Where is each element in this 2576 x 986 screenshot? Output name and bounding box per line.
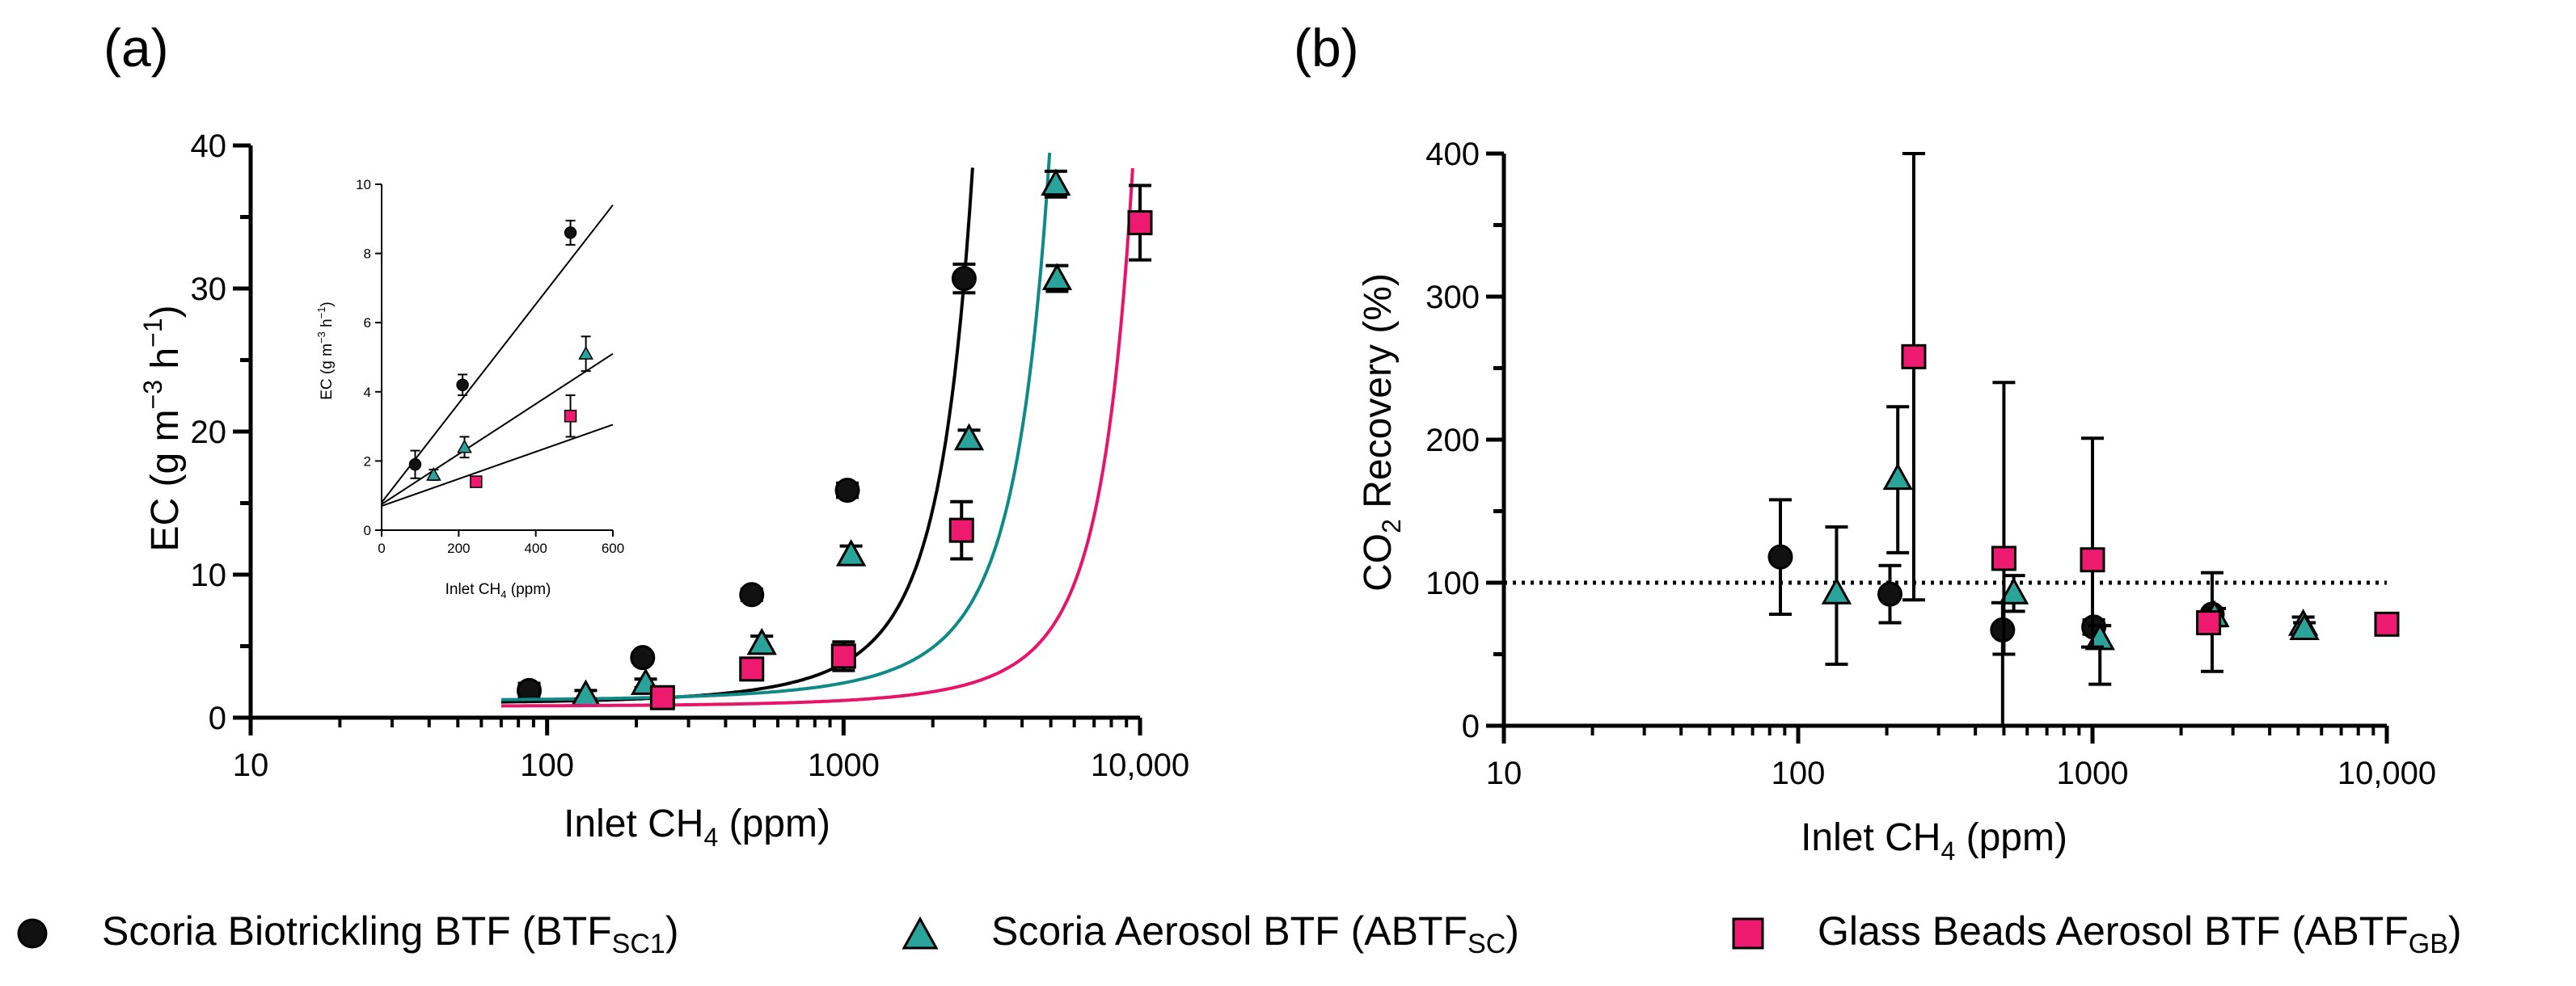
legend-marker-triangle — [902, 916, 939, 950]
legend-label-abtf-sc: Scoria Aerosol BTF (ABTFSC) — [991, 908, 1519, 959]
inset-point-circle — [564, 226, 577, 239]
panel-a-point-triangle — [953, 423, 985, 451]
inset-y-tick-label: 10 — [356, 177, 371, 192]
inset-point-circle — [456, 378, 469, 391]
panel-a-point-square — [739, 656, 765, 682]
inset-point-triangle — [426, 466, 441, 481]
panel-b-point-triangle — [1998, 577, 2029, 605]
panel-b-point-square — [2080, 547, 2105, 573]
legend-label-btf: Scoria Biotrickling BTF (BTFSC1) — [102, 908, 679, 959]
legend-item-abtf-sc: Scoria Aerosol BTF (ABTFSC) — [901, 893, 1519, 974]
inset-x-tick-label: 400 — [524, 541, 547, 556]
panel-b-y-axis-label: CO2 Recovery (%) — [1357, 273, 1406, 592]
panel-a-y-axis-label: EC (g m−3 h−1) — [138, 305, 187, 552]
inset-y-tick-label: 6 — [364, 315, 371, 331]
panel-a-point-triangle — [1041, 263, 1073, 290]
panel-a-point-circle — [834, 478, 860, 504]
panel-b-point-square — [2196, 610, 2222, 636]
inset-fit-line-btf_sc1 — [381, 204, 614, 504]
inset-x-axis-label: Inlet CH4 (ppm) — [446, 581, 551, 600]
panel-a-point-square — [1127, 210, 1153, 236]
inset-point-square — [564, 410, 577, 423]
inset-point-triangle — [578, 346, 593, 360]
panel-b-point-triangle — [1882, 462, 1913, 491]
panel-b-y-tick-label: 200 — [1425, 423, 1480, 458]
inset-fit-line-abtf_gb — [381, 423, 614, 507]
inset-point-circle — [408, 457, 422, 471]
panel-b-chart: CO2 Recovery (%) Inlet CH4 (ppm) 10 100 10… — [1357, 137, 2436, 866]
panel-b-point-circle — [1877, 581, 1902, 607]
inset-y-axis-label: EC (g m−3 h−1) — [315, 301, 336, 400]
panel-a-point-triangle — [1041, 168, 1071, 196]
inset-point-triangle — [457, 439, 472, 453]
panel-b-y-tick-label: 0 — [1462, 709, 1480, 744]
panel-a-point-square — [649, 685, 675, 710]
panel-a-x-tick-label: 10,000 — [1091, 748, 1189, 783]
panel-b-point-square — [2374, 611, 2400, 637]
panel-a-point-circle — [516, 677, 542, 703]
panel-a-point-triangle — [570, 679, 602, 707]
panel-b-x-tick-label: 10 — [1486, 756, 1522, 791]
panel-a-y-tick-label: 20 — [191, 415, 227, 450]
panel-b-label: (b) — [1294, 18, 1359, 78]
panel-b-point-triangle — [1821, 577, 1852, 605]
panel-a-point-square — [948, 517, 974, 543]
inset-x-tick-label: 0 — [378, 541, 385, 556]
panel-b-point-square — [1901, 343, 1927, 369]
panel-a-y-tick-label: 40 — [191, 129, 227, 164]
panel-a-x-axis-label: Inlet CH4 (ppm) — [564, 803, 830, 852]
panel-a-x-tick-label: 10 — [233, 748, 269, 783]
panel-a-point-square — [830, 643, 856, 669]
panel-b-x-tick-label: 1000 — [2057, 756, 2129, 791]
panel-b-x-tick-label: 100 — [1772, 756, 1826, 791]
legend-item-abtf-gb: Glass Beads Aerosol BTF (ABTFGB) — [1730, 893, 2462, 974]
panel-b-y-tick-label: 300 — [1425, 280, 1480, 315]
panel-a-y-tick-label: 30 — [191, 272, 227, 307]
panel-a-y-tick-label: 10 — [191, 558, 227, 593]
panel-b-point-triangle — [2289, 613, 2320, 641]
panel-b-point-circle — [1767, 544, 1793, 570]
panel-a-fit-curve-btf_sc1 — [500, 167, 974, 704]
inset-y-tick-label: 8 — [364, 247, 371, 262]
panel-a-inset: EC (g m−3 h−1) Inlet CH4 (ppm) 0 200 400 60… — [315, 177, 624, 600]
panel-a-y-tick-label: 0 — [209, 701, 226, 736]
legend-marker-square — [1732, 917, 1764, 950]
panel-a-label: (a) — [103, 18, 169, 78]
panel-a-point-circle — [630, 645, 656, 671]
panel-b-x-axis-label: Inlet CH4 (ppm) — [1801, 816, 2067, 866]
panel-b-x-tick-label: 10,000 — [2337, 756, 2436, 791]
panel-a-point-circle — [739, 582, 765, 608]
inset-y-tick-label: 0 — [364, 523, 371, 538]
legend-item-btf: Scoria Biotrickling BTF (BTFSC1) — [15, 893, 678, 974]
panel-b-y-tick-label: 400 — [1425, 137, 1480, 172]
legend-marker-circle — [17, 918, 48, 949]
inset-fit-line-abtf_sc — [381, 352, 614, 505]
inset-x-tick-label: 200 — [447, 541, 470, 556]
panel-a-x-tick-label: 100 — [520, 748, 574, 783]
inset-y-tick-label: 2 — [364, 453, 371, 469]
panel-b-y-tick-label: 100 — [1425, 566, 1480, 601]
inset-point-square — [470, 475, 483, 488]
panel-a-chart: EC (g m−3 h−1) Inlet CH4 (ppm) 10 100 1000… — [138, 129, 1189, 852]
legend-label-abtf-gb: Glass Beads Aerosol BTF (ABTFGB) — [1818, 908, 2462, 959]
panel-a-point-triangle — [746, 627, 777, 655]
panel-a-fit-curve-abtf_gb — [500, 167, 1134, 708]
inset-x-tick-label: 600 — [602, 541, 624, 556]
panel-a-point-circle — [951, 266, 977, 292]
inset-y-tick-label: 4 — [364, 385, 371, 400]
panel-a-point-triangle — [835, 539, 867, 567]
panel-a-x-tick-label: 1000 — [808, 748, 880, 783]
panel-b-point-square — [1991, 546, 2016, 571]
legend: Scoria Biotrickling BTF (BTFSC1) Scoria … — [0, 893, 2576, 974]
